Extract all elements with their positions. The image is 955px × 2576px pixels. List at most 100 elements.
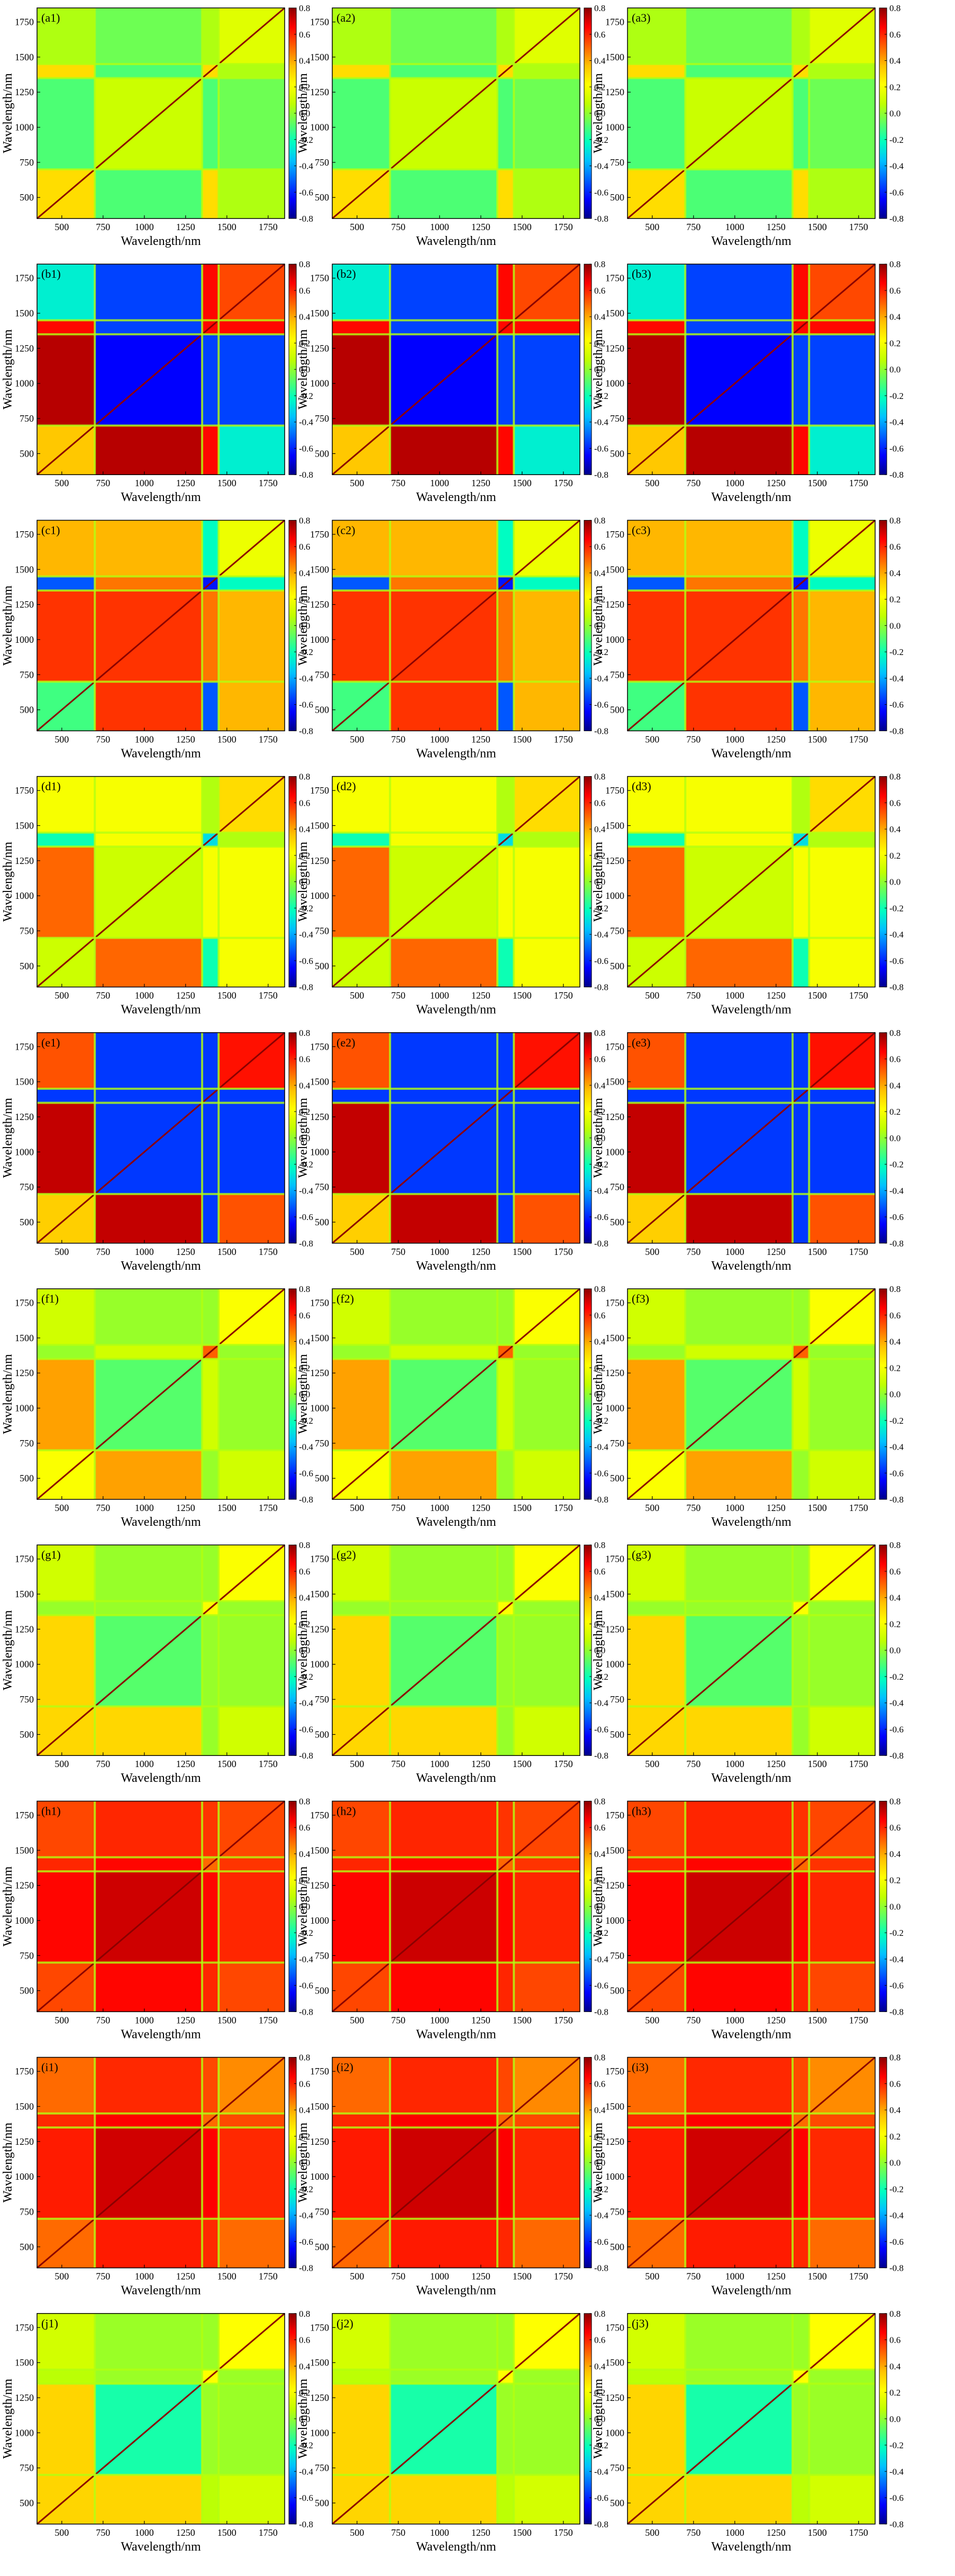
x-tick-label: 1500	[808, 1503, 827, 1513]
x-tick-label: 500	[350, 222, 364, 232]
colorbar-tick-label: 0.8	[889, 515, 901, 525]
heatmap-cell	[202, 937, 219, 987]
colorbar-tick-label: -0.4	[889, 2466, 904, 2477]
colorbar-tick-label: -0.6	[594, 187, 608, 197]
heatmap-cell	[497, 1871, 514, 1963]
colorbar-tick-label: -0.4	[594, 673, 608, 684]
colorbar-tick-label: 0.4	[594, 1593, 606, 1603]
y-tick-label: 750	[315, 1694, 329, 1705]
y-tick-label: 750	[610, 1950, 624, 1961]
colorbar-tick-label: 0.6	[594, 1310, 605, 1321]
heatmap-cell	[95, 776, 202, 833]
y-tick-label: 1000	[605, 634, 624, 645]
heatmap-cell	[685, 2218, 793, 2268]
y-tick-label: 1000	[605, 2171, 624, 2182]
x-tick-label: 1500	[217, 222, 237, 232]
y-tick-label: 1000	[605, 378, 624, 389]
heatmap-cell	[37, 334, 95, 426]
heatmap-cell	[202, 1615, 219, 1707]
y-tick-label: 500	[315, 1473, 329, 1483]
colorbar-tick-label: 0.8	[889, 2053, 901, 2063]
y-tick-label: 1750	[310, 1041, 329, 1052]
heatmap-cell	[514, 2369, 580, 2384]
heatmap-cell	[37, 576, 95, 591]
colorbar-tick-label: -0.2	[299, 2441, 313, 2451]
y-axis-label: Wavelength/nm	[592, 2123, 605, 2203]
x-tick-label: 1500	[217, 1503, 237, 1513]
heatmap-cell	[809, 832, 875, 847]
x-tick-label: 1000	[135, 2015, 154, 2025]
heatmap-cell	[497, 78, 514, 170]
x-tick-label: 1250	[176, 990, 195, 1001]
colorbar-tick-label: 0.0	[299, 108, 310, 119]
x-tick-label: 1000	[725, 990, 744, 1001]
x-axis-label: Wavelength/nm	[121, 2540, 201, 2554]
y-tick-label: 1250	[310, 1880, 329, 1891]
heatmap-cell	[627, 1088, 686, 1103]
heatmap-panel: (a2) 500 750 1000 1250 1500 1750 500 750 1000 1250…	[296, 3, 608, 248]
diagonal-line	[627, 7, 876, 220]
colorbar-tick-label: 0.4	[889, 312, 901, 322]
y-tick-label: 750	[20, 1182, 34, 1193]
heatmap-cell	[627, 1871, 686, 1963]
x-tick-label: 1750	[849, 1246, 868, 1257]
heatmap-cell	[37, 1088, 95, 1103]
heatmap-cell	[202, 590, 219, 682]
heatmap-cell	[219, 681, 285, 731]
y-axis-label: Wavelength/nm	[296, 73, 310, 153]
heatmap-cell	[37, 1871, 95, 1963]
heatmap-cell	[219, 1871, 285, 1963]
y-axis-label: Wavelength/nm	[296, 1866, 310, 1946]
colorbar-tick-label: -0.4	[889, 1186, 904, 1196]
heatmap-cell	[95, 2474, 202, 2524]
colorbar-tick-label: 0.2	[299, 851, 310, 861]
heatmap-cell	[390, 1194, 497, 1243]
heatmap-cell	[497, 1706, 514, 1756]
heatmap-cell	[514, 1359, 580, 1451]
colorbar-tick-label: 0.2	[594, 1107, 605, 1117]
x-tick-label: 500	[54, 1246, 69, 1257]
heatmap-cell	[202, 1545, 219, 1601]
heatmap-cell	[685, 1345, 793, 1359]
colorbar-tick-label: 0.0	[299, 2158, 310, 2168]
x-axis-label: Wavelength/nm	[416, 234, 496, 248]
y-tick-label: 750	[610, 925, 624, 936]
heatmap-cell	[37, 846, 95, 938]
x-axis-label: Wavelength/nm	[711, 1515, 792, 1529]
x-tick-label: 500	[350, 2527, 364, 2538]
x-tick-label: 1000	[430, 1503, 449, 1513]
colorbar-tick-label: 0.8	[594, 2053, 605, 2063]
x-tick-label: 750	[686, 222, 701, 232]
heatmap-cell	[809, 590, 875, 682]
colorbar-tick-label: -0.2	[889, 1928, 904, 1938]
y-tick-label: 750	[20, 925, 34, 936]
y-tick-label: 1500	[310, 2101, 329, 2111]
heatmap-cell	[202, 2474, 219, 2524]
colorbar-tick-label: -0.4	[889, 2210, 904, 2220]
diagonal-line	[332, 1800, 580, 2013]
heatmap-cell	[219, 576, 285, 591]
heatmap-cell	[219, 169, 285, 219]
heatmap-cell	[685, 1545, 793, 1601]
x-tick-label: 500	[54, 2015, 69, 2025]
y-axis-label: Wavelength/nm	[1, 329, 15, 409]
colorbar-tick-label: -0.2	[299, 2184, 313, 2194]
y-tick-label: 500	[20, 192, 34, 203]
colorbar-tick-label: -0.6	[594, 443, 608, 453]
heatmap-cell	[514, 64, 580, 78]
y-tick-label: 1750	[605, 1041, 624, 1052]
colorbar-tick-label: 0.8	[594, 1028, 605, 1038]
colorbar-tick-label: 0.0	[299, 1133, 310, 1143]
y-tick-label: 1750	[310, 1810, 329, 1821]
colorbar-tick-label: 0.6	[889, 1310, 901, 1321]
y-tick-label: 500	[315, 192, 329, 203]
diagonal-line	[332, 2313, 580, 2525]
colorbar-tick-label: 0.0	[594, 877, 605, 887]
x-axis-label: Wavelength/nm	[416, 2284, 496, 2298]
heatmap-cell	[514, 576, 580, 591]
y-tick-label: 1250	[15, 87, 34, 97]
y-tick-label: 500	[610, 2242, 624, 2252]
colorbar-tick-label: 0.6	[889, 30, 901, 40]
x-tick-label: 1000	[135, 1503, 154, 1513]
colorbar-tick-label: -0.8	[594, 214, 608, 224]
